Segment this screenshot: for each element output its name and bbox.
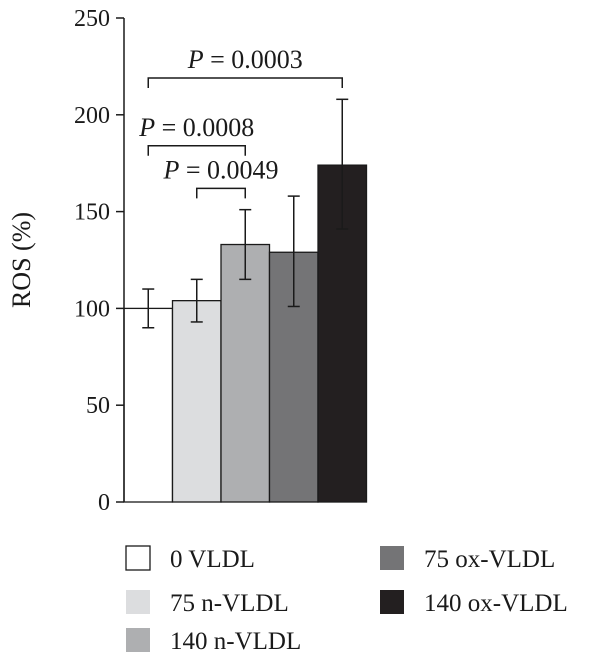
error-bar-4 — [287, 195, 300, 308]
legend-label-5: 140 ox-VLDL — [424, 590, 568, 617]
bar-1 — [123, 307, 174, 503]
legend-item-4: 75 ox-VLDL — [380, 546, 555, 573]
y-tick-label-250: 250 — [74, 6, 110, 32]
y-tick-label-200: 200 — [74, 103, 110, 129]
legend-swatch-2 — [126, 590, 150, 614]
p-value-label-3: P = 0.0049 — [162, 155, 278, 184]
error-bar-3 — [239, 208, 252, 281]
legend-item-1: 0 VLDL — [125, 545, 255, 573]
p-value-label-2: P = 0.0008 — [138, 113, 254, 142]
y-tick-label-150: 150 — [74, 200, 110, 226]
error-bar-2 — [190, 278, 203, 323]
legend-swatch-4 — [380, 546, 404, 570]
significance-3: P = 0.0049 — [162, 155, 279, 199]
bar-2 — [171, 300, 222, 503]
legend-swatch-1 — [125, 545, 151, 571]
legend-item-2: 75 n-VLDL — [126, 590, 289, 617]
error-bar-5 — [336, 98, 349, 230]
legend-label-4: 75 ox-VLDL — [424, 546, 555, 573]
p-value-label-1: P = 0.0003 — [187, 45, 303, 74]
legend-swatch-3 — [126, 628, 150, 652]
legend-label-2: 75 n-VLDL — [170, 590, 289, 617]
error-bar-1 — [142, 288, 155, 329]
legend-item-5: 140 ox-VLDL — [380, 590, 568, 617]
bar-3 — [220, 243, 271, 503]
legend-swatch-5 — [380, 590, 404, 614]
legend-label-1: 0 VLDL — [170, 546, 255, 573]
plot-area: 0 50 100 150 200 250 ROS (%) P = 0.0003 P = 0.00… — [7, 6, 368, 516]
significance-1: P = 0.0003 — [147, 45, 343, 89]
y-tick-label-0: 0 — [98, 490, 110, 516]
legend-label-3: 140 n-VLDL — [170, 628, 301, 655]
y-tick-label-100: 100 — [74, 296, 110, 322]
legend-item-3: 140 n-VLDL — [126, 628, 301, 655]
legend: 0 VLDL 75 n-VLDL 140 n-VLDL 75 ox-VLDL 140 o… — [125, 545, 568, 655]
y-tick-label-50: 50 — [86, 393, 110, 419]
y-axis-label: ROS (%) — [7, 212, 36, 308]
significance-2: P = 0.0008 — [138, 113, 254, 156]
